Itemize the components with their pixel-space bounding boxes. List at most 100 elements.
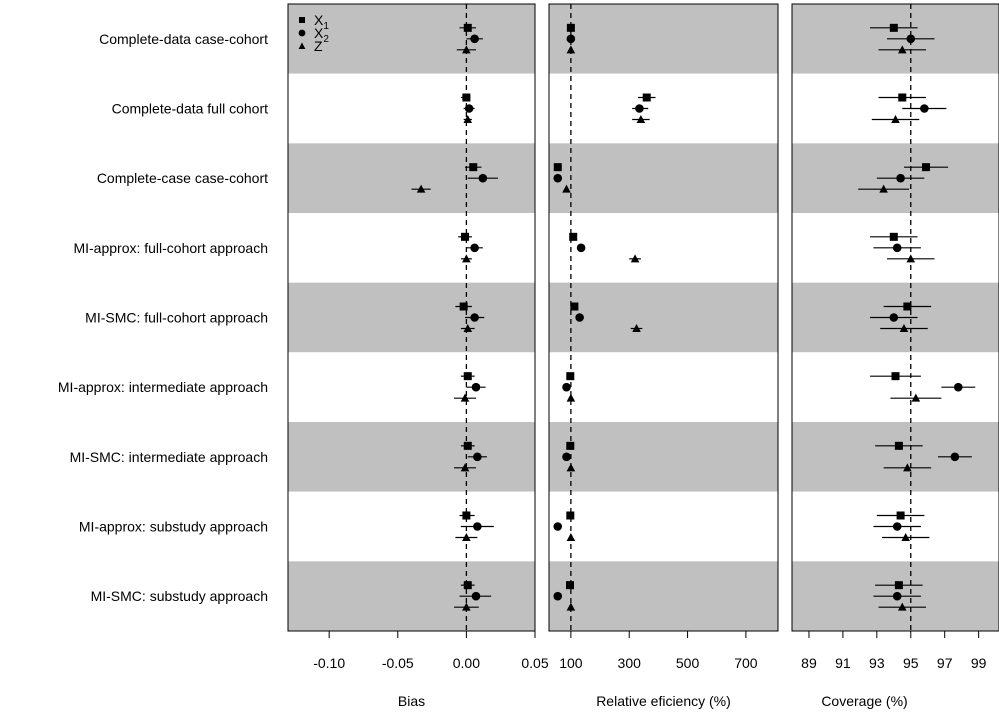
point-X1 [889, 232, 898, 241]
point-X2 [892, 243, 902, 253]
point-Z [897, 45, 907, 54]
row-label: MI-SMC: substudy approach [91, 588, 268, 604]
point-X2 [553, 173, 563, 183]
point-Z [901, 533, 910, 541]
row-band [549, 213, 778, 283]
point-Z [630, 254, 640, 263]
row-label: Complete-case case-cohort [97, 170, 268, 186]
legend-square-icon [299, 17, 305, 23]
point-X2 [553, 522, 563, 531]
point-X1 [896, 511, 905, 520]
point-X2 [892, 522, 902, 531]
point-X1 [894, 441, 903, 450]
point-X2 [562, 452, 571, 462]
panel-1: 100 300 500 700 Relative eficiency (%) [548, 3, 779, 709]
x-tick-label: 0.00 [453, 655, 480, 671]
point-Z [566, 602, 576, 611]
point-X1 [889, 23, 898, 32]
row-band [288, 4, 535, 74]
point-Z [897, 602, 907, 611]
legend-circle-icon [298, 29, 306, 37]
x-tick-label: 91 [835, 655, 851, 671]
legend-triangle-icon [298, 42, 306, 49]
row-band [549, 352, 778, 422]
point-X1 [566, 581, 575, 590]
x-tick-label: 95 [903, 655, 919, 671]
point-X2 [920, 104, 929, 113]
point-Z [879, 184, 888, 193]
point-X2 [566, 34, 576, 44]
point-X2 [478, 173, 488, 183]
row-band [549, 491, 778, 562]
point-X2 [562, 382, 571, 392]
row-band [549, 422, 778, 492]
row-band [288, 73, 535, 144]
point-X1 [570, 302, 579, 311]
panel-0: -0.10 -0.05 0.00 0.05 Bias [287, 3, 549, 709]
point-X2 [635, 104, 644, 113]
row-labels: Complete-data case-cohort Complete-data f… [58, 31, 268, 604]
point-Z [566, 45, 576, 54]
legend-label-text: X [314, 12, 324, 28]
point-X2 [576, 243, 586, 253]
point-X2 [470, 313, 479, 322]
legend-label-subscript: 1 [323, 21, 329, 32]
panel-frame [548, 3, 779, 632]
panel-frame [791, 3, 999, 632]
point-Z [903, 463, 912, 472]
point-X1 [569, 232, 578, 241]
row-band [288, 282, 535, 353]
row-label: Complete-data full cohort [112, 101, 269, 117]
x-tick-label: -0.05 [382, 655, 414, 671]
point-Z [632, 324, 641, 332]
point-X1 [891, 372, 900, 381]
x-tick-label: -0.10 [313, 655, 345, 671]
point-X1 [463, 23, 472, 32]
legend-label-text: X [314, 25, 324, 41]
point-X1 [566, 372, 575, 381]
point-X2 [575, 313, 584, 322]
point-X2 [953, 382, 963, 392]
x-tick-label: 97 [937, 655, 953, 671]
point-Z [891, 115, 900, 123]
point-Z [463, 324, 473, 332]
row-band [288, 561, 535, 631]
x-tick-label: 300 [618, 655, 642, 671]
row-band [549, 4, 778, 74]
x-tick-label: 0.05 [521, 655, 548, 671]
x-tick-label: 93 [869, 655, 885, 671]
point-Z [566, 533, 576, 541]
point-X1 [642, 93, 651, 102]
row-label: MI-SMC: intermediate approach [70, 449, 268, 465]
point-X2 [470, 34, 479, 44]
point-Z [566, 393, 576, 402]
row-label: MI-approx: full-cohort approach [73, 240, 268, 256]
point-X2 [553, 591, 563, 601]
point-X2 [471, 382, 481, 392]
point-X2 [950, 452, 960, 462]
point-Z [416, 184, 426, 193]
point-Z [636, 115, 646, 123]
point-X1 [459, 302, 468, 311]
row-band [288, 422, 535, 492]
row-label: MI-SMC: full-cohort approach [85, 310, 268, 326]
point-X1 [898, 93, 907, 102]
x-axis-label: Coverage (%) [821, 693, 907, 709]
panel-2: 89 91 93 95 97 99 Coverage (%) [791, 3, 999, 709]
point-X2 [470, 243, 479, 253]
row-band [549, 282, 778, 353]
point-Z [899, 324, 909, 332]
point-X1 [566, 511, 575, 520]
row-band [288, 491, 535, 562]
row-band [549, 561, 778, 631]
point-Z [462, 533, 471, 541]
point-X1 [566, 441, 575, 450]
legend-label-text: Z [314, 38, 323, 54]
point-Z [911, 393, 921, 402]
legend-label: X2 [314, 25, 329, 45]
point-X1 [903, 302, 912, 311]
point-Z [906, 254, 916, 263]
x-tick-label: 99 [971, 655, 987, 671]
